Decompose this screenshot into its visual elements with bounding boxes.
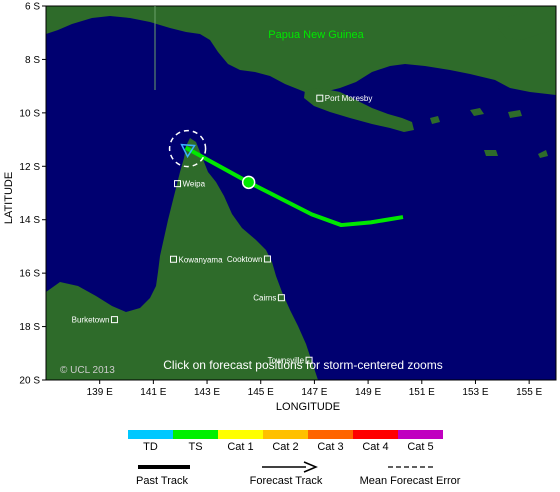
city-label: Cairns [253,294,276,303]
land-island-3 [484,150,498,156]
zoom-hint-text: Click on forecast positions for storm-ce… [163,358,442,372]
city-marker-icon [174,180,182,188]
lat-tick-label: 18 S [19,322,40,333]
lat-tick-label: 14 S [19,215,40,226]
lat-tick-label: 10 S [19,108,40,119]
city-label: Townsville [268,356,305,365]
land-png-peninsula [304,88,414,132]
city-label: Kowanyama [179,255,224,264]
current-position-marker[interactable] [241,175,256,190]
legend-color-swatch [308,430,353,439]
forecast-track-layer[interactable] [168,129,404,228]
legend-category-label: TD [143,441,158,453]
lat-tick-label: 8 S [25,55,40,66]
city-marker-icon [277,294,285,302]
land-new-guinea [46,6,556,95]
lat-tick-label: 16 S [19,269,40,280]
city-marker-icon [170,255,177,263]
city-marker-icon [316,94,324,102]
city-label: Weipa [183,180,206,189]
city-marker-icon [110,316,118,324]
legend-category-label: Cat 1 [227,441,253,453]
copyright-text: © UCL 2013 [60,365,115,376]
land-masses [46,6,556,380]
city-marker-icon [305,356,313,364]
legend-color-swatch [353,430,398,439]
city-marker-icon [263,255,271,263]
legend-color-swatch [173,430,218,439]
legend: TD TS Cat 1 Cat 2 Cat 3 Cat 4 Cat 5 Past Track F… [128,430,461,487]
x-axis-title: LONGITUDE [276,401,340,413]
legend-error-label: Mean Forecast Error [360,475,461,487]
forecast-error-circle [168,129,207,168]
lon-tick-label: 147 E [301,387,327,398]
land-cape-york [46,138,318,380]
region-label: Papua New Guinea [268,29,364,41]
land-island-1 [470,108,484,116]
city-label: Burketown [72,316,110,325]
lat-tick-label: 6 S [25,2,40,13]
lon-tick-label: 153 E [462,387,488,398]
lon-tick-label: 155 E [516,387,542,398]
legend-category-label: TS [188,441,202,453]
legend-past-track-label: Past Track [136,475,188,487]
land-island-2 [508,110,522,118]
lon-tick-label: 145 E [248,387,274,398]
legend-forecast-track-label: Forecast Track [250,475,323,487]
lon-tick-label: 139 E [87,387,113,398]
legend-category-label: Cat 2 [272,441,298,453]
legend-color-swatch [218,430,263,439]
legend-color-swatch [263,430,308,439]
lat-tick-label: 12 S [19,162,40,173]
legend-color-swatch [398,430,443,439]
land-island-4 [538,150,548,158]
land-island-5 [430,116,440,124]
legend-forecast-arrow-icon [303,461,318,473]
legend-color-swatch [128,430,173,439]
lon-tick-label: 141 E [140,387,166,398]
lon-tick-label: 149 E [355,387,381,398]
city-label: Port Moresby [325,94,373,103]
land-new-britain [498,8,556,40]
y-axis-title: LATITUDE [3,172,15,224]
legend-category-label: Cat 5 [407,441,433,453]
legend-category-label: Cat 3 [317,441,343,453]
forecast-track-line[interactable] [184,145,404,228]
city-label: Cooktown [227,255,263,264]
axis-ticks: 139 E 141 E 143 E 145 E 147 E 149 E 151 E 153 E… [19,2,542,399]
lon-tick-label: 143 E [194,387,220,398]
forecast-arrow-icon [180,143,196,159]
map-frame [45,5,557,381]
lon-tick-label: 151 E [409,387,435,398]
lat-tick-label: 20 S [19,376,40,387]
legend-category-label: Cat 4 [362,441,388,453]
